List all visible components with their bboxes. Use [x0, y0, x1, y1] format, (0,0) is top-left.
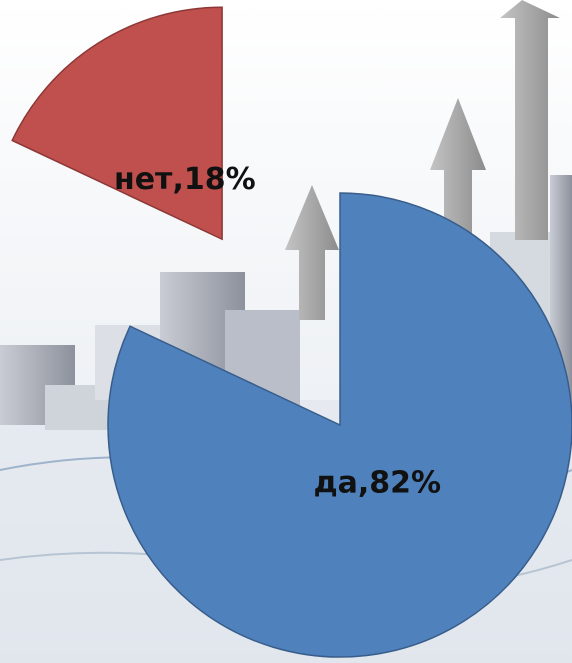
page: {"chart_data": {"type": "pie", "values":…	[0, 0, 572, 663]
data-label: да,82%	[313, 465, 441, 500]
data-label: нет,18%	[114, 162, 256, 197]
chart: да,82% нет,18%	[0, 0, 572, 663]
